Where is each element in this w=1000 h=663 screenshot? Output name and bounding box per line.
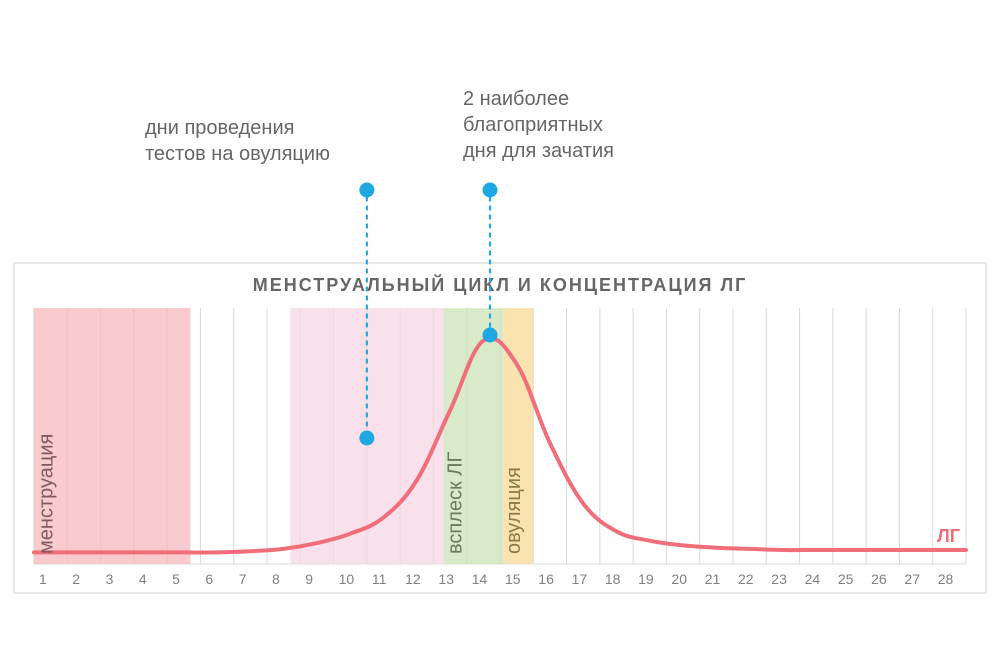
phase-label-lh-surge: всплеск ЛГ — [445, 452, 467, 554]
x-axis-label: 6 — [205, 571, 213, 587]
x-axis-label: 13 — [438, 571, 454, 587]
x-axis-label: 15 — [505, 571, 521, 587]
x-axis-label: 20 — [671, 571, 687, 587]
x-axis-label: 9 — [305, 571, 313, 587]
x-axis-label: 26 — [871, 571, 887, 587]
annotation-fertile-days: 2 наиболее благоприятных дня для зачатия — [463, 86, 614, 164]
callout-dot-bottom-fertile-days — [483, 328, 498, 343]
x-axis-label: 8 — [272, 571, 280, 587]
x-axis-label: 19 — [638, 571, 654, 587]
x-axis-label: 3 — [106, 571, 114, 587]
x-axis-label: 2 — [72, 571, 80, 587]
x-axis-label: 5 — [172, 571, 180, 587]
x-axis-label: 11 — [372, 571, 387, 587]
phase-label-menstruation: менструация — [35, 434, 57, 554]
annotation-test-days: дни проведения тестов на овуляцию — [145, 115, 330, 167]
x-axis-label: 18 — [605, 571, 621, 587]
callout-dot-bottom-test-days — [359, 431, 374, 446]
x-axis-label: 1 — [39, 571, 47, 587]
chart-title: МЕНСТРУАЛЬНЫЙ ЦИКЛ И КОНЦЕНТРАЦИЯ ЛГ — [253, 274, 748, 295]
x-axis-label: 4 — [139, 571, 147, 587]
x-axis-label: 12 — [405, 571, 421, 587]
x-axis-label: 25 — [838, 571, 854, 587]
x-axis-label: 16 — [538, 571, 554, 587]
x-axis-label: 28 — [938, 571, 954, 587]
x-axis-label: 22 — [738, 571, 754, 587]
x-axis-label: 24 — [805, 571, 821, 587]
x-axis-label: 14 — [472, 571, 488, 587]
x-axis-label: 17 — [572, 571, 588, 587]
x-axis-label: 7 — [239, 571, 247, 587]
series-label-lh: ЛГ — [937, 526, 960, 546]
callout-dot-top-test-days — [359, 183, 374, 198]
phase-band-menstruation — [34, 308, 190, 564]
phase-label-ovulation: овуляция — [503, 467, 525, 554]
x-axis-label: 10 — [339, 571, 355, 587]
x-axis-label: 21 — [705, 571, 721, 587]
callout-dot-top-fertile-days — [483, 183, 498, 198]
x-axis-label: 27 — [904, 571, 920, 587]
x-axis-label: 23 — [771, 571, 787, 587]
